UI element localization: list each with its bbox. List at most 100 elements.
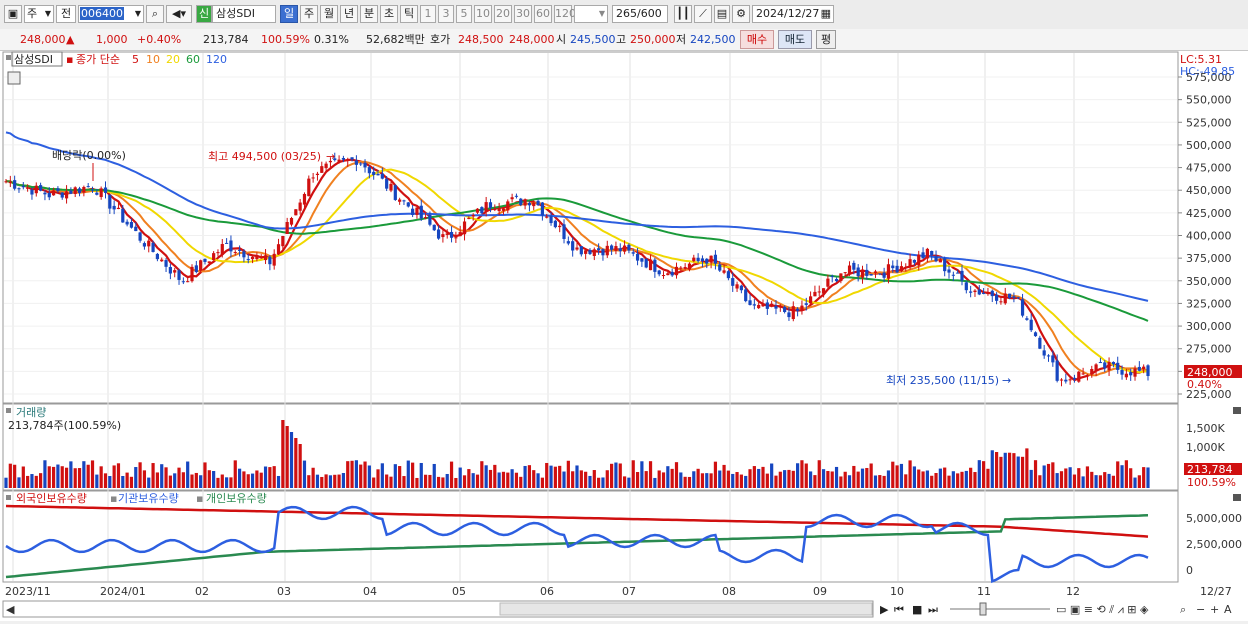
draw-tool-icon[interactable]: ⟋ <box>694 5 712 23</box>
candle-body <box>597 248 601 251</box>
candle-body <box>778 306 782 308</box>
volume-bar <box>493 464 497 488</box>
volume-bar <box>748 469 752 488</box>
candle-body <box>956 272 960 274</box>
volume-bar <box>1029 469 1033 488</box>
candle-body <box>783 306 787 313</box>
range-button[interactable]: 전 <box>56 5 76 23</box>
period-month-tab[interactable]: 월 <box>320 5 338 23</box>
stock-code-input[interactable]: 006400 ▼ <box>78 5 144 23</box>
interval-1-button[interactable]: 1 <box>420 5 436 23</box>
volume-bar <box>839 476 843 488</box>
volume-bar <box>622 476 627 488</box>
volume-bar <box>1012 453 1016 488</box>
zoom-out-search-icon[interactable]: ⌕ <box>1180 603 1186 616</box>
scroll-right-icon[interactable]: ▶ <box>880 603 889 616</box>
volume-bar <box>532 470 536 488</box>
panel-handle-icon[interactable] <box>6 55 11 60</box>
high-label: 고 <box>616 33 627 46</box>
period-minute-tab[interactable]: 분 <box>360 5 378 23</box>
interval-60-button[interactable]: 60 <box>534 5 552 23</box>
candle-body <box>142 243 147 247</box>
stock-name-field[interactable]: 삼성SDI <box>212 5 276 23</box>
candle-body <box>562 224 566 239</box>
volume-bar <box>199 475 203 488</box>
volume-bar <box>354 460 358 488</box>
chart-type-icon[interactable]: ┃┃ <box>674 5 692 23</box>
chart-scrollbar-thumb[interactable] <box>499 602 873 616</box>
interval-custom-select[interactable]: ▼ <box>574 5 608 23</box>
zoom-plus-icon[interactable]: + <box>1210 603 1219 616</box>
close-panel-icon[interactable] <box>1233 407 1241 414</box>
panel-handle-icon[interactable] <box>6 495 11 500</box>
volume-bar <box>982 461 986 488</box>
period-day-tab[interactable]: 일 <box>280 5 298 23</box>
chart-area[interactable]: 575,000 550,000 525,000 500,000 475,000 450,0… <box>0 51 1248 621</box>
volume-bar <box>103 473 108 488</box>
ma-label: 종가 단순 <box>76 53 120 66</box>
data-count-input[interactable]: 265/600 <box>612 5 668 23</box>
zoom-minus-icon[interactable]: − <box>1196 603 1205 616</box>
stop-icon[interactable]: ■ <box>912 603 922 616</box>
volume-bar <box>449 461 454 488</box>
interval-5-button[interactable]: 5 <box>456 5 472 23</box>
candle-body <box>160 259 164 262</box>
volume-bar <box>506 472 510 488</box>
candle-body <box>527 202 532 206</box>
x-axis-label: 2024/01 <box>100 585 146 598</box>
candle-body <box>90 189 95 191</box>
speaker-icon[interactable]: ◀▾ <box>166 5 192 23</box>
volume-bar <box>333 474 337 488</box>
volume-bar <box>276 475 281 488</box>
interval-120-button[interactable]: 120 <box>554 5 576 23</box>
search-icon[interactable]: ⌕ <box>146 5 164 23</box>
candle-body <box>999 301 1003 303</box>
volume-bar <box>1081 476 1085 488</box>
table-view-icon[interactable] <box>7 71 21 85</box>
buy-button[interactable]: 매수 <box>740 30 774 49</box>
period-year-tab[interactable]: 년 <box>340 5 358 23</box>
volume-y-tick: 1,500K <box>1186 422 1225 435</box>
volume-bar <box>1068 467 1072 488</box>
candle-body <box>125 221 129 225</box>
panel-handle-icon[interactable] <box>6 408 11 413</box>
window-menu-icon[interactable]: ▣ <box>4 5 22 23</box>
volume-bar <box>886 470 891 488</box>
scroll-left-icon[interactable]: ◀ <box>6 603 15 616</box>
candle-body <box>644 259 648 268</box>
gear-icon[interactable]: ⚙ <box>732 5 750 23</box>
volume-bar <box>964 470 968 488</box>
period-week-tab[interactable]: 주 <box>300 5 318 23</box>
close-panel-icon[interactable] <box>1233 494 1241 501</box>
interval-20-button[interactable]: 20 <box>494 5 512 23</box>
candle-body <box>912 259 917 263</box>
candle-body <box>320 166 324 173</box>
period-second-tab[interactable]: 초 <box>380 5 398 23</box>
date-input[interactable]: 2024/12/27 ▦ <box>752 5 834 23</box>
stock-chart-svg[interactable]: 575,000 550,000 525,000 500,000 475,000 450,0… <box>0 51 1248 621</box>
sell-button[interactable]: 매도 <box>778 30 812 49</box>
interval-3-button[interactable]: 3 <box>438 5 454 23</box>
volume-bar <box>860 468 865 488</box>
volume-y-tick: 1,000K <box>1186 441 1225 454</box>
volume-bar <box>540 477 544 488</box>
candle-body <box>852 262 856 270</box>
candle-body <box>1003 293 1007 304</box>
interval-30-button[interactable]: 30 <box>514 5 532 23</box>
volume-bar <box>1085 466 1090 488</box>
save-icon[interactable]: ▤ <box>714 5 730 23</box>
chart-grid <box>4 53 1177 581</box>
interval-10-button[interactable]: 10 <box>474 5 492 23</box>
evaluation-button[interactable]: 평 <box>816 30 836 49</box>
candle-body <box>731 278 735 286</box>
forward-icon[interactable]: ⏭ <box>928 603 938 616</box>
view-icons[interactable]: ▭ ▣ ≡ ⟲ ⫽ ⩘ ⊞ ◈ <box>1056 603 1149 616</box>
volume-bar <box>1098 475 1103 488</box>
rewind-icon[interactable]: ⏮ <box>894 603 904 616</box>
period-tick-tab[interactable]: 틱 <box>400 5 418 23</box>
zoom-slider-handle[interactable] <box>979 602 987 616</box>
font-size-icon[interactable]: A <box>1224 603 1232 616</box>
candle-body <box>233 252 237 254</box>
chart-mode-select[interactable]: 주 ▼ <box>24 5 54 23</box>
candle-body <box>856 267 860 277</box>
